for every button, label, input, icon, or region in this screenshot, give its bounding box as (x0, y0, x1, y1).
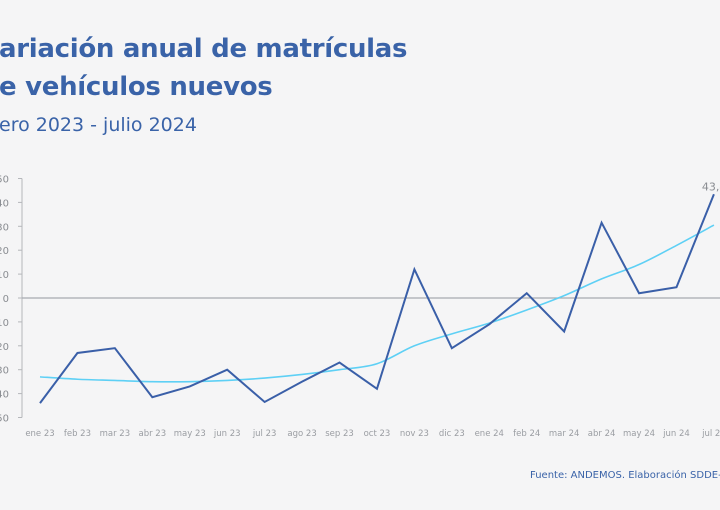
x-tick-label: abr 24 (588, 429, 616, 439)
y-tick-label: 50 (0, 175, 9, 186)
y-tick-label: 10 (0, 270, 9, 281)
x-tick-label: ene 23 (25, 429, 54, 439)
data-label: 43,4 (702, 180, 720, 193)
source-note: Fuente: ANDEMOS. Elaboración SDDE-C (530, 470, 720, 481)
x-tick-label: jul 23 (252, 429, 277, 439)
chart-title-line2: e vehículos nuevos (0, 72, 273, 102)
y-tick-label: -20 (0, 342, 9, 353)
x-tick-label: sep 23 (325, 429, 354, 439)
x-tick-label: mar 24 (549, 429, 580, 439)
y-tick-label: 30 (0, 222, 9, 233)
y-tick-label: 0 (3, 294, 9, 305)
y-tick-label: -10 (0, 318, 9, 329)
x-tick-label: jun 24 (662, 429, 690, 439)
chart-title-line1: ariación anual de matrículas (0, 34, 408, 64)
x-tick-label: jul 24 (701, 429, 720, 439)
x-tick-label: oct 23 (364, 429, 391, 439)
x-tick-label: jun 23 (213, 429, 241, 439)
y-tick-label: -30 (0, 366, 9, 377)
x-tick-label: ago 23 (287, 429, 316, 439)
y-tick-label: -50 (0, 414, 9, 425)
y-tick-label: 20 (0, 246, 9, 257)
chart-subtitle: ero 2023 - julio 2024 (0, 114, 197, 136)
x-tick-label: mar 23 (100, 429, 131, 439)
x-tick-label: abr 23 (139, 429, 167, 439)
y-tick-label: 40 (0, 198, 9, 209)
x-tick-label: may 24 (623, 429, 655, 439)
series-line (39, 193, 715, 404)
x-tick-label: may 23 (174, 429, 206, 439)
x-tick-label: dic 23 (439, 429, 465, 439)
y-tick-label: -40 (0, 390, 9, 401)
x-tick-label: nov 23 (400, 429, 429, 439)
trendline (39, 224, 715, 383)
x-tick-label: feb 24 (513, 429, 540, 439)
x-tick-label: ene 24 (475, 429, 504, 439)
x-tick-label: feb 23 (64, 429, 91, 439)
